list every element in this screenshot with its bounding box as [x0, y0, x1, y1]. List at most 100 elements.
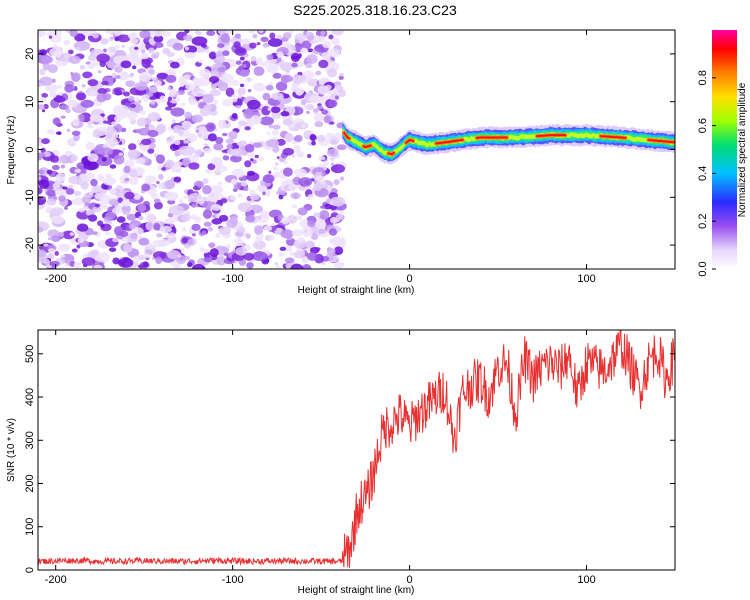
- colorbar-tick-label: 0.2: [697, 214, 709, 229]
- noise-speckle: [202, 209, 213, 219]
- noise-speckle: [60, 164, 66, 169]
- snr-x-axis: -200 -100 0 100: [45, 330, 596, 586]
- noise-speckle: [167, 96, 173, 102]
- noise-speckle: [230, 154, 242, 163]
- noise-speckle: [280, 111, 290, 117]
- noise-speckle: [48, 35, 53, 39]
- noise-speckle: [299, 219, 310, 229]
- noise-speckle: [306, 48, 314, 53]
- noise-speckle: [305, 240, 316, 248]
- noise-speckle: [330, 162, 335, 166]
- noise-speckle: [180, 102, 186, 106]
- noise-speckle: [184, 51, 196, 59]
- noise-speckle: [338, 89, 346, 97]
- noise-speckle: [234, 33, 241, 39]
- noise-speckle: [41, 92, 48, 98]
- noise-speckle: [129, 74, 133, 78]
- noise-speckle: [183, 195, 188, 199]
- noise-speckle: [188, 99, 199, 105]
- noise-speckle: [38, 179, 50, 190]
- spectrogram-y-label: Frequency (Hz): [6, 116, 17, 185]
- noise-speckle: [220, 247, 229, 253]
- noise-speckle: [182, 237, 189, 243]
- noise-speckle: [173, 139, 181, 146]
- noise-speckle: [73, 191, 82, 196]
- y-tick-label: 300: [24, 431, 36, 449]
- noise-speckle: [60, 254, 66, 258]
- noise-speckle: [216, 256, 227, 266]
- spectrogram-y-axis: -20 -10 0 10 20: [24, 48, 675, 253]
- noise-speckle: [233, 41, 241, 49]
- noise-speckle: [339, 72, 344, 77]
- noise-speckle: [171, 119, 176, 124]
- noise-speckle: [121, 44, 125, 48]
- noise-speckle: [222, 50, 230, 57]
- noise-speckle: [255, 238, 261, 244]
- noise-speckle: [91, 206, 102, 213]
- noise-speckle: [114, 115, 122, 123]
- noise-speckle: [114, 89, 123, 96]
- noise-speckle: [335, 213, 344, 220]
- noise-speckle: [66, 128, 71, 132]
- noise-speckle: [145, 220, 156, 231]
- noise-speckle: [115, 185, 124, 191]
- noise-speckle: [108, 198, 120, 206]
- noise-speckle: [128, 176, 139, 185]
- noise-speckle: [291, 154, 296, 158]
- y-tick-label: 400: [24, 388, 36, 406]
- noise-speckle: [228, 130, 238, 140]
- noise-speckle: [170, 107, 185, 117]
- noise-speckle: [231, 112, 238, 119]
- noise-speckle: [214, 128, 219, 132]
- noise-speckle: [213, 99, 219, 105]
- noise-speckle: [133, 195, 141, 200]
- noise-speckle: [105, 126, 115, 136]
- noise-speckle: [223, 252, 229, 256]
- noise-speckle: [130, 51, 139, 59]
- noise-speckle: [117, 197, 123, 203]
- noise-speckle: [151, 76, 158, 82]
- noise-speckle: [73, 134, 80, 142]
- noise-speckle: [272, 166, 279, 171]
- noise-speckle: [317, 85, 330, 95]
- noise-speckle: [297, 236, 305, 243]
- noise-speckle: [137, 139, 142, 144]
- noise-speckle: [252, 33, 258, 39]
- noise-speckle: [205, 122, 216, 132]
- noise-speckle: [320, 156, 326, 161]
- noise-speckle: [281, 216, 289, 225]
- noise-speckle: [229, 215, 239, 225]
- y-tick-label: 100: [24, 518, 36, 536]
- noise-speckle: [339, 209, 345, 216]
- noise-speckle: [266, 54, 274, 60]
- noise-speckle: [128, 223, 137, 230]
- noise-speckle: [132, 209, 137, 213]
- noise-speckle: [101, 157, 107, 162]
- noise-speckle: [199, 68, 211, 78]
- noise-speckle: [298, 177, 313, 187]
- noise-speckle: [192, 77, 200, 84]
- noise-speckle: [239, 56, 245, 61]
- noise-speckle: [327, 99, 338, 108]
- noise-speckle: [315, 70, 322, 76]
- noise-speckle: [256, 185, 267, 192]
- noise-speckle: [137, 229, 143, 234]
- noise-speckle: [307, 196, 311, 201]
- noise-speckle: [191, 203, 197, 208]
- noise-speckle: [271, 92, 284, 101]
- noise-speckle: [198, 59, 203, 64]
- noise-speckle: [68, 175, 82, 185]
- noise-speckle: [169, 61, 180, 69]
- noise-speckle: [236, 193, 244, 198]
- noise-speckle: [319, 209, 330, 220]
- noise-speckle: [286, 214, 298, 224]
- noise-speckle: [167, 232, 176, 240]
- noise-speckle: [202, 184, 212, 195]
- colorbar-tick-label: 0.0: [697, 261, 709, 276]
- noise-speckle: [334, 132, 344, 140]
- noise-speckle: [139, 206, 145, 212]
- noise-speckle: [276, 51, 284, 59]
- noise-speckle: [166, 249, 181, 260]
- noise-speckle: [318, 59, 329, 69]
- noise-speckle: [168, 205, 185, 216]
